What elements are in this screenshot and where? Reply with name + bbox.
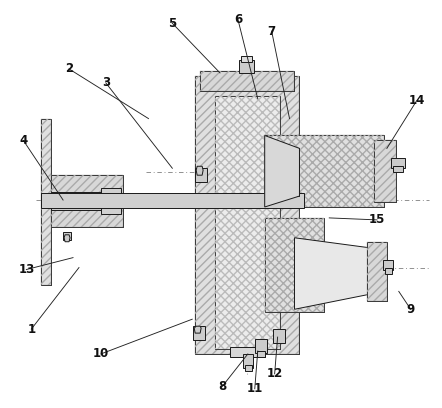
Bar [195, 168, 207, 182]
Bar [41, 119, 51, 286]
Bar [391, 158, 405, 168]
Bar [215, 96, 280, 349]
Polygon shape [194, 326, 201, 333]
Bar [230, 347, 265, 357]
Bar [265, 149, 300, 196]
Bar [374, 140, 396, 202]
Bar [265, 218, 324, 312]
Text: 10: 10 [93, 348, 109, 361]
Bar [367, 242, 387, 302]
Text: 12: 12 [267, 367, 283, 380]
Text: 6: 6 [234, 13, 242, 26]
Text: 3: 3 [102, 76, 110, 89]
Text: 5: 5 [168, 17, 176, 30]
Bar [41, 119, 51, 286]
Bar [257, 351, 265, 357]
Text: 13: 13 [18, 263, 34, 276]
Text: 7: 7 [267, 25, 276, 38]
Text: 2: 2 [65, 62, 73, 75]
Text: 1: 1 [27, 323, 35, 336]
Bar [239, 60, 254, 73]
Bar [241, 56, 252, 62]
Bar [51, 192, 101, 210]
Bar [215, 96, 280, 349]
Polygon shape [265, 135, 300, 207]
Text: 4: 4 [19, 134, 27, 147]
Bar [63, 232, 71, 240]
Bar [367, 242, 387, 302]
Bar [200, 71, 294, 91]
Bar [41, 193, 305, 208]
Bar [243, 354, 253, 368]
Polygon shape [196, 166, 203, 175]
Bar [265, 218, 324, 312]
Bar [385, 268, 392, 273]
Bar [195, 76, 300, 354]
Bar [51, 175, 123, 227]
Bar [374, 140, 396, 202]
Bar [101, 188, 121, 214]
Bar [200, 71, 294, 91]
Text: 9: 9 [407, 303, 415, 316]
Bar [265, 135, 384, 207]
Polygon shape [64, 235, 70, 242]
Bar [383, 259, 393, 270]
Text: 11: 11 [247, 382, 263, 395]
Bar [195, 76, 300, 354]
Text: 14: 14 [408, 94, 425, 107]
Bar [265, 149, 300, 196]
Bar [51, 175, 123, 227]
Bar [193, 326, 205, 340]
Polygon shape [294, 238, 369, 309]
Text: 8: 8 [218, 380, 226, 393]
Bar [255, 339, 267, 353]
Text: 15: 15 [369, 213, 385, 226]
Bar [393, 166, 403, 172]
Bar [245, 365, 252, 371]
Bar [273, 329, 285, 343]
Bar [265, 135, 384, 207]
